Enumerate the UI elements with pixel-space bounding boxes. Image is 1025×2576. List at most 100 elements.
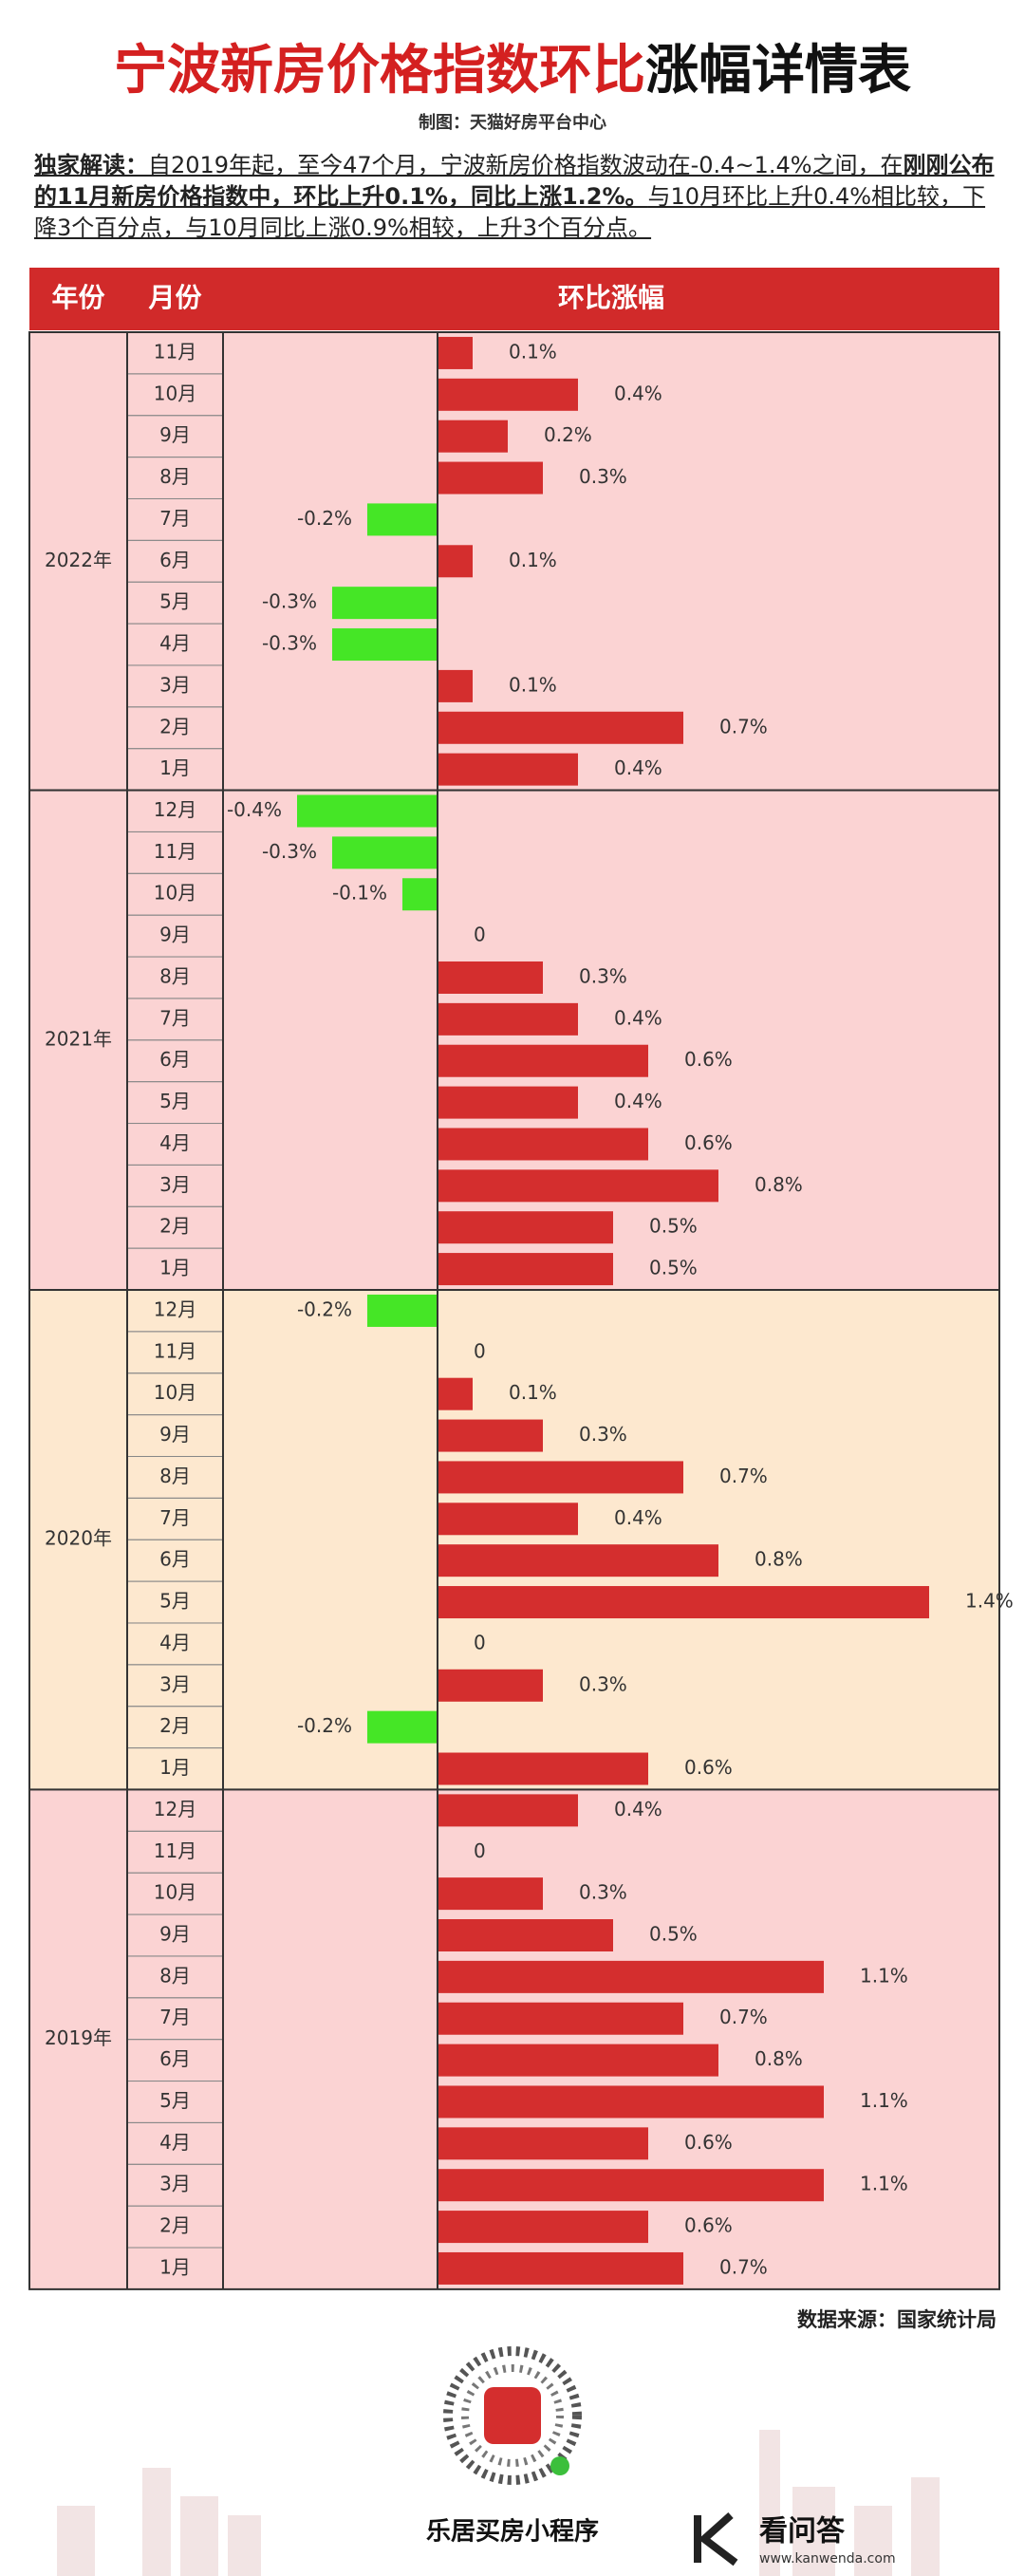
month-label: 9月 xyxy=(159,924,191,946)
data-label: 0.4% xyxy=(614,1006,662,1029)
bar xyxy=(438,1169,718,1203)
data-label: 0.2% xyxy=(544,423,592,446)
data-label: 0.5% xyxy=(649,1922,698,1945)
month-label: 5月 xyxy=(159,1090,191,1112)
brand: 看问答 xyxy=(759,2515,846,2548)
data-label: 0.6% xyxy=(684,2214,733,2237)
data-label: 0.3% xyxy=(579,1672,627,1695)
month-label: 6月 xyxy=(159,549,191,571)
month-label: 9月 xyxy=(159,1922,191,1945)
data-label: 0.3% xyxy=(579,964,627,987)
bar xyxy=(438,1086,578,1119)
bar xyxy=(438,1544,718,1577)
bar xyxy=(438,420,508,453)
month-label: 3月 xyxy=(159,673,191,696)
data-label: 0 xyxy=(474,1631,486,1653)
data-label: -0.2% xyxy=(297,1297,352,1320)
month-label: 1月 xyxy=(159,1756,191,1779)
month-label: 8月 xyxy=(159,1964,191,1987)
bar xyxy=(332,628,438,662)
bar xyxy=(438,1377,473,1410)
month-label: 3月 xyxy=(159,2173,191,2195)
skyline xyxy=(57,2430,940,2576)
data-label: 0.4% xyxy=(614,1506,662,1529)
month-label: 6月 xyxy=(159,2047,191,2070)
bar xyxy=(438,1503,578,1536)
bar xyxy=(438,336,473,369)
data-label: 0.4% xyxy=(614,1798,662,1820)
month-label: 8月 xyxy=(159,465,191,488)
data-label: -0.2% xyxy=(297,1714,352,1737)
bar xyxy=(438,2044,718,2077)
bar xyxy=(297,794,438,828)
bar xyxy=(332,836,438,869)
data-label: 1.1% xyxy=(860,1964,908,1987)
site: www.kanwenda.com xyxy=(759,2551,896,2567)
data-label: 0.7% xyxy=(719,2006,768,2028)
data-label: -0.1% xyxy=(332,882,387,905)
data-label: 0.3% xyxy=(579,465,627,488)
bar xyxy=(332,587,438,620)
data-label: -0.3% xyxy=(262,632,317,655)
intro: 独家解读：自2019年起，至今47个月，宁波新房价格指数波动在-0.4~1.4%… xyxy=(34,150,1002,244)
data-label: 1.1% xyxy=(860,2089,908,2112)
data-label: 0.3% xyxy=(579,1881,627,1904)
data-label: 1.4% xyxy=(965,1590,1014,1613)
month-label: 6月 xyxy=(159,1548,191,1571)
data-label: 0.7% xyxy=(719,1465,768,1487)
data-label: 0 xyxy=(474,924,486,946)
year-label: 2019年 xyxy=(45,2026,112,2049)
month-label: 4月 xyxy=(159,632,191,655)
bar xyxy=(367,503,438,536)
data-label: 0.6% xyxy=(684,1131,733,1154)
month-label: 12月 xyxy=(154,798,196,821)
bar xyxy=(438,545,473,578)
title-main: 宁波新房价格指数环比 xyxy=(114,40,645,102)
month-label: 12月 xyxy=(154,1297,196,1320)
month-label: 3月 xyxy=(159,1672,191,1695)
qr-code xyxy=(443,2346,582,2485)
intro-text: 自2019年起，至今47个月，宁波新房价格指数波动在-0.4~1.4%之间，在 xyxy=(148,152,904,178)
intro-text: 与10月环比上升0.4%相比较，下降3个百分点，与10月同比上涨0.9%相较，上… xyxy=(34,183,986,241)
month-label: 2月 xyxy=(159,1714,191,1737)
data-label: 0.6% xyxy=(684,2131,733,2154)
bar xyxy=(438,1918,613,1951)
month-label: 11月 xyxy=(154,840,196,863)
bar xyxy=(438,1877,543,1911)
bar xyxy=(438,1586,929,1619)
bar xyxy=(438,2127,648,2160)
year-label: 2020年 xyxy=(45,1527,112,1550)
month-label: 3月 xyxy=(159,1173,191,1196)
month-label: 1月 xyxy=(159,1257,191,1279)
month-label: 7月 xyxy=(159,1506,191,1529)
data-label: -0.2% xyxy=(297,507,352,530)
data-label: -0.3% xyxy=(262,590,317,613)
month-label: 4月 xyxy=(159,1631,191,1653)
data-label: 1.1% xyxy=(860,2173,908,2195)
bar xyxy=(438,1669,543,1702)
mini-program: 乐居买房小程序 xyxy=(426,2517,599,2547)
data-label: 0.1% xyxy=(509,673,557,696)
bar xyxy=(438,2085,824,2119)
month-label: 10月 xyxy=(154,1881,196,1904)
bar xyxy=(438,461,543,495)
month-label: 11月 xyxy=(154,340,196,363)
data-label: 0.8% xyxy=(755,1548,803,1571)
bar xyxy=(438,1002,578,1036)
bar xyxy=(438,2169,824,2202)
month-label: 10月 xyxy=(154,382,196,404)
month-label: 2月 xyxy=(159,2214,191,2237)
source: 数据来源：国家统计局 xyxy=(797,2308,997,2331)
data-label: 0.7% xyxy=(719,715,768,737)
bar xyxy=(438,1960,824,1993)
month-label: 7月 xyxy=(159,2006,191,2028)
bar xyxy=(438,2211,648,2244)
month-label: 9月 xyxy=(159,1423,191,1446)
bar xyxy=(438,1419,543,1452)
data-label: 0 xyxy=(474,1339,486,1362)
month-label: 4月 xyxy=(159,2131,191,2154)
bar xyxy=(367,1294,438,1327)
bar xyxy=(438,1253,613,1286)
